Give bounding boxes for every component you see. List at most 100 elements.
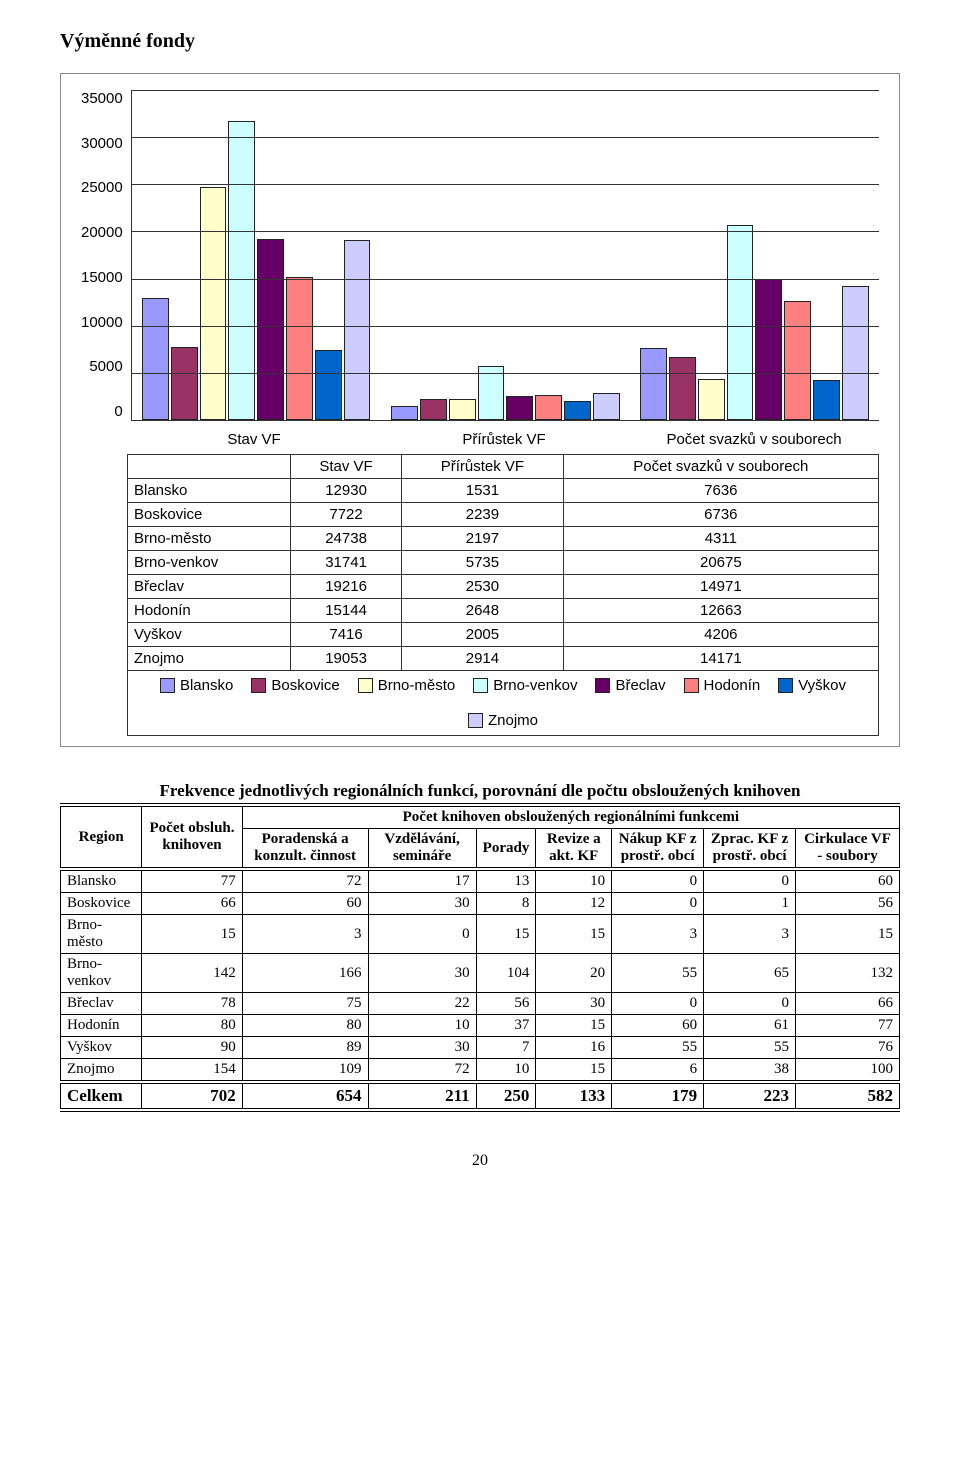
bar	[593, 393, 620, 420]
table-cell: 6	[612, 1059, 704, 1083]
table-total-cell: 702	[142, 1082, 242, 1110]
bar	[391, 406, 418, 420]
subcol: Zprac. KF z prostř. obcí	[704, 829, 796, 870]
table-cell: 15	[476, 915, 536, 954]
table-cell: 3	[242, 915, 368, 954]
legend-item: Boskovice	[251, 677, 339, 694]
chart-cell: 7722	[290, 503, 401, 527]
chart-cell: 2005	[402, 623, 564, 647]
chart-cell: 1531	[402, 479, 564, 503]
table-cell: 15	[142, 915, 242, 954]
table-cell: 30	[368, 893, 476, 915]
legend-item: Hodonín	[684, 677, 761, 694]
bar	[315, 350, 342, 420]
chart-xaxis: Stav VFPřírůstek VFPočet svazků v soubor…	[129, 425, 879, 448]
swatch-icon	[251, 678, 266, 693]
bar	[535, 395, 562, 420]
bar-group	[132, 90, 381, 420]
legend-item: Břeclav	[595, 677, 665, 694]
table-cell: 72	[242, 869, 368, 893]
chart-cell: 4311	[563, 527, 878, 551]
table-cell: 55	[612, 954, 704, 993]
table-cell: 77	[795, 1015, 899, 1037]
swatch-icon	[595, 678, 610, 693]
bar	[842, 286, 869, 420]
col-span: Počet knihoven obsloužených regionálními…	[242, 805, 899, 829]
col-region: Region	[61, 805, 142, 869]
table-cell: 132	[795, 954, 899, 993]
table-cell: 60	[242, 893, 368, 915]
legend-item: Blansko	[160, 677, 233, 694]
chart-panel: 35000300002500020000150001000050000 Stav…	[60, 73, 900, 747]
chart-row-label: Břeclav	[128, 575, 291, 599]
chart-cell: 4206	[563, 623, 878, 647]
chart-cell: 24738	[290, 527, 401, 551]
gridline	[132, 279, 879, 280]
frequency-table: RegionPočet obsluh. knihovenPočet knihov…	[60, 803, 900, 1112]
legend-item: Brno-venkov	[473, 677, 577, 694]
table-cell: 0	[704, 869, 796, 893]
table-cell: 77	[142, 869, 242, 893]
table-cell: 166	[242, 954, 368, 993]
bar	[142, 298, 169, 420]
table-region: Brno-město	[61, 915, 142, 954]
chart-cell: 2197	[402, 527, 564, 551]
swatch-icon	[684, 678, 699, 693]
table-region: Břeclav	[61, 993, 142, 1015]
chart-data-table: Stav VFPřírůstek VFPočet svazků v soubor…	[127, 454, 879, 671]
chart-cell: 20675	[563, 551, 878, 575]
subcol: Poradenská a konzult. činnost	[242, 829, 368, 870]
table-total-cell: 133	[536, 1082, 612, 1110]
chart-cell: 6736	[563, 503, 878, 527]
page-title: Výměnné fondy	[60, 30, 900, 53]
table-cell: 8	[476, 893, 536, 915]
bar	[640, 348, 667, 420]
table-cell: 56	[795, 893, 899, 915]
table-region: Boskovice	[61, 893, 142, 915]
table-cell: 55	[704, 1037, 796, 1059]
swatch-icon	[473, 678, 488, 693]
table-total-cell: 654	[242, 1082, 368, 1110]
swatch-icon	[468, 713, 483, 728]
legend-label: Břeclav	[615, 677, 665, 694]
table-region: Brno-venkov	[61, 954, 142, 993]
chart-row-label: Blansko	[128, 479, 291, 503]
ytick: 15000	[81, 269, 123, 286]
table-cell: 80	[142, 1015, 242, 1037]
table-cell: 104	[476, 954, 536, 993]
legend-label: Znojmo	[488, 712, 538, 729]
legend-label: Blansko	[180, 677, 233, 694]
table-cell: 13	[476, 869, 536, 893]
table-cell: 100	[795, 1059, 899, 1083]
chart-cell: 14971	[563, 575, 878, 599]
table-cell: 15	[795, 915, 899, 954]
table-total-cell: 582	[795, 1082, 899, 1110]
table-cell: 3	[612, 915, 704, 954]
table-cell: 10	[368, 1015, 476, 1037]
table-cell: 37	[476, 1015, 536, 1037]
bar-group	[630, 90, 879, 420]
chart-cell: 2530	[402, 575, 564, 599]
table-cell: 15	[536, 1015, 612, 1037]
chart-cell: 2239	[402, 503, 564, 527]
ytick: 0	[114, 403, 122, 420]
legend-label: Boskovice	[271, 677, 339, 694]
bar	[449, 399, 476, 420]
page-number: 20	[60, 1152, 900, 1170]
chart-row-label: Boskovice	[128, 503, 291, 527]
col-count: Počet obsluh. knihoven	[142, 805, 242, 869]
table-cell: 7	[476, 1037, 536, 1059]
table-cell: 90	[142, 1037, 242, 1059]
bar	[478, 366, 505, 420]
bar	[698, 379, 725, 420]
table-cell: 60	[795, 869, 899, 893]
bar	[228, 121, 255, 420]
table-total-cell: 223	[704, 1082, 796, 1110]
table-cell: 3	[704, 915, 796, 954]
bar	[669, 357, 696, 421]
table-total-cell: 250	[476, 1082, 536, 1110]
chart-yaxis: 35000300002500020000150001000050000	[81, 90, 131, 420]
table-cell: 0	[612, 869, 704, 893]
gridline	[132, 326, 879, 327]
bar	[200, 187, 227, 420]
